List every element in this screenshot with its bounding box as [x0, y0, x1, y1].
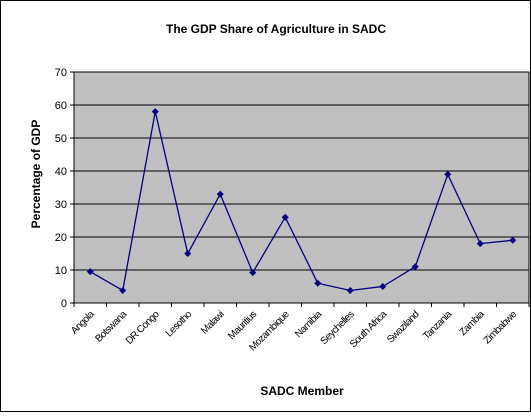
data-point-marker	[281, 213, 289, 221]
y-axis-label: Percentage of GDP	[29, 120, 43, 229]
data-point-marker	[314, 279, 322, 287]
y-tick-label: 60	[55, 100, 67, 112]
data-point-marker	[509, 236, 517, 244]
y-tick-label: 20	[55, 232, 67, 244]
y-tick-label: 50	[55, 133, 67, 145]
data-point-marker	[249, 269, 257, 277]
y-tick-label: 30	[55, 199, 67, 211]
data-point-marker	[476, 240, 484, 248]
y-tick-label: 10	[55, 265, 67, 277]
data-point-marker	[444, 170, 452, 178]
data-point-marker	[184, 250, 192, 257]
series-line	[89, 111, 513, 292]
x-axis-label: SADC Member	[260, 384, 344, 398]
data-point-marker	[151, 108, 159, 116]
data-point-marker	[119, 286, 127, 294]
data-point-marker	[379, 283, 387, 290]
y-tick-label: 0	[61, 298, 67, 310]
data-point-marker	[411, 263, 419, 271]
data-point-marker	[216, 190, 224, 198]
data-point-marker	[86, 268, 94, 276]
y-tick-label: 70	[55, 67, 67, 79]
chart-title: The GDP Share of Agriculture in SADC	[166, 22, 386, 36]
plot-background	[74, 72, 529, 303]
data-point-marker	[346, 286, 354, 294]
y-tick-label: 40	[55, 166, 67, 178]
